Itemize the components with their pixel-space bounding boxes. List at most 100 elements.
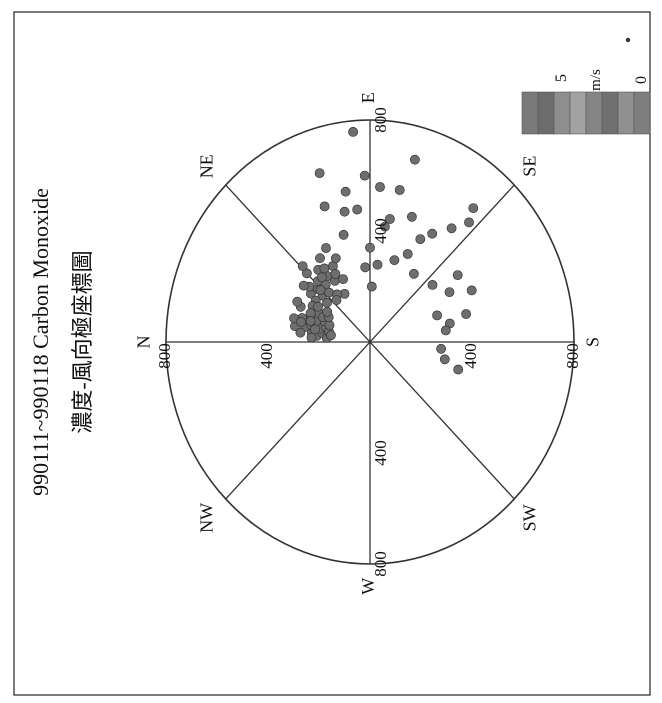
- radial-tick-label: 800: [371, 551, 390, 577]
- data-point: [310, 324, 320, 335]
- data-point: [338, 274, 348, 284]
- data-point: [339, 206, 350, 217]
- data-point: [316, 272, 327, 283]
- data-point: [313, 301, 323, 312]
- data-point: [314, 168, 325, 178]
- data-point: [464, 217, 474, 228]
- speed-legend: m/s 5 0: [521, 37, 651, 135]
- title-block: 990111~990118 Carbon Monoxide 濃度-風向極座標圖: [28, 188, 95, 496]
- direction-labels: N NE E SE S SW W NW: [134, 92, 603, 594]
- data-point: [305, 316, 316, 326]
- legend-unit: m/s: [588, 69, 604, 91]
- spoke-se-nw: [225, 184, 515, 500]
- polar-plot: N NE E SE S SW W NW 400 800 400 800 400 800 400 800: [134, 92, 603, 594]
- data-point: [315, 253, 325, 264]
- chart-subtitle: 濃度-風向極座標圖: [70, 250, 95, 433]
- data-point: [439, 354, 450, 365]
- data-point: [295, 327, 306, 338]
- legend-swatch: [521, 91, 539, 135]
- data-point: [375, 182, 385, 192]
- data-point: [466, 285, 477, 296]
- radial-tick-label: 400: [257, 343, 276, 369]
- data-point: [340, 186, 351, 197]
- data-point: [306, 332, 317, 343]
- data-point: [427, 228, 438, 239]
- data-point: [432, 310, 442, 321]
- data-point: [326, 330, 336, 341]
- data-point: [389, 255, 400, 266]
- data-point: [297, 261, 308, 271]
- legend-label-high: 5: [553, 74, 570, 82]
- data-points: [289, 126, 479, 375]
- data-point: [301, 268, 312, 279]
- data-point: [440, 325, 451, 336]
- legend-swatch: [601, 91, 619, 135]
- data-point: [409, 154, 420, 165]
- data-point: [446, 223, 457, 234]
- data-point: [330, 253, 341, 264]
- data-point: [394, 185, 405, 195]
- data-point: [322, 297, 332, 308]
- radial-tick-label: 800: [155, 343, 174, 369]
- data-point: [415, 234, 426, 244]
- data-point: [315, 285, 326, 295]
- data-point: [436, 343, 446, 354]
- data-point: [319, 263, 330, 274]
- data-point: [324, 287, 334, 298]
- data-point: [452, 270, 463, 280]
- data-point: [453, 364, 464, 375]
- data-point: [360, 262, 371, 273]
- legend-label-low: 0: [633, 76, 650, 84]
- direction-label-nw: NW: [197, 503, 217, 533]
- direction-label-w: W: [358, 578, 378, 595]
- data-point: [338, 229, 349, 240]
- legend-swatch: [633, 91, 651, 135]
- data-point: [366, 281, 377, 292]
- direction-label-sw: SW: [520, 504, 540, 531]
- legend-swatch: [537, 91, 555, 135]
- radial-tick-label: 800: [563, 343, 582, 369]
- data-point: [384, 214, 395, 224]
- data-point: [427, 279, 438, 290]
- radial-tick-label: 400: [371, 218, 390, 244]
- radial-tick-label: 400: [371, 440, 390, 466]
- direction-label-s: S: [583, 337, 603, 347]
- data-point: [319, 201, 330, 212]
- direction-label-e: E: [358, 92, 378, 103]
- radial-tick-label: 400: [461, 343, 480, 369]
- data-point: [365, 242, 375, 253]
- legend-swatch: [617, 91, 635, 135]
- data-point: [330, 269, 341, 279]
- data-point: [372, 259, 383, 270]
- data-point: [321, 243, 331, 253]
- data-point: [444, 287, 455, 297]
- legend-marker: [625, 37, 631, 43]
- data-point: [352, 204, 363, 215]
- data-point: [408, 268, 419, 279]
- data-point: [402, 249, 413, 259]
- direction-label-n: N: [134, 336, 154, 349]
- data-point: [331, 295, 342, 305]
- data-point: [292, 296, 303, 307]
- data-point: [406, 211, 417, 222]
- data-point: [298, 280, 309, 291]
- data-point: [322, 306, 333, 317]
- data-point: [296, 316, 306, 327]
- data-point: [461, 309, 471, 319]
- legend-swatch: [569, 91, 587, 135]
- data-point: [468, 203, 479, 213]
- direction-spokes: [166, 120, 574, 564]
- direction-label-ne: NE: [197, 154, 217, 178]
- data-point: [379, 221, 390, 232]
- legend-swatch: [585, 91, 603, 135]
- chart-title: 990111~990118 Carbon Monoxide: [28, 188, 53, 496]
- figure-frame: [13, 11, 651, 696]
- data-point: [359, 170, 370, 181]
- legend-color-bar: [521, 91, 651, 135]
- legend-swatch: [553, 91, 571, 135]
- radial-tick-label: 800: [371, 107, 390, 133]
- radial-tick-labels: 400 800 400 800 400 800 400 800: [155, 107, 582, 577]
- direction-label-se: SE: [520, 156, 540, 177]
- data-point: [348, 126, 358, 137]
